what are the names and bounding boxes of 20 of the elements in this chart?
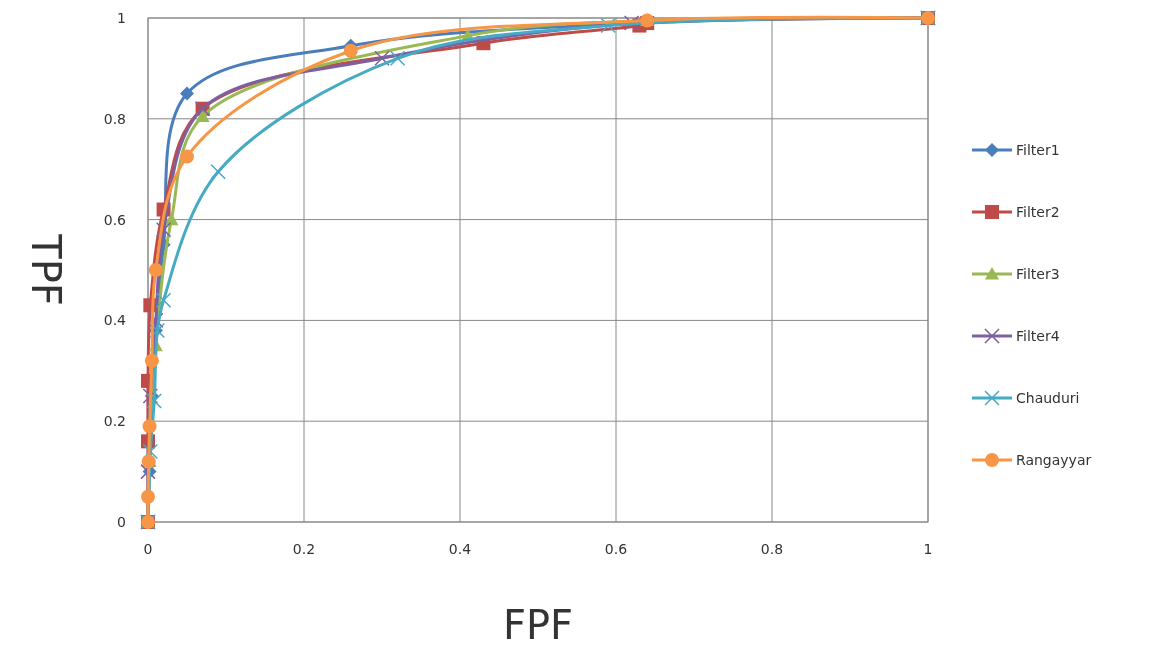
y-tick-label: 0 xyxy=(117,514,126,530)
y-tick-label: 0.8 xyxy=(103,110,126,127)
x-tick-label: 0.6 xyxy=(604,541,628,557)
x-tick-label: 0.4 xyxy=(448,541,472,557)
legend-label: Filter3 xyxy=(1016,266,1060,282)
x-tick-label: 0 xyxy=(143,541,153,557)
y-tick-label: 0.4 xyxy=(103,312,127,329)
legend-label: Rangayyar xyxy=(1016,452,1092,468)
legend-label: Chauduri xyxy=(1016,390,1080,406)
legend-label: Filter4 xyxy=(1016,328,1060,344)
legend-label: Filter1 xyxy=(1016,142,1060,158)
legend-label: Filter2 xyxy=(1016,204,1060,220)
y-axis-title: TPF xyxy=(23,233,69,306)
x-axis-title: FPF xyxy=(502,602,574,648)
y-tick-label: 1 xyxy=(117,10,126,26)
y-tick-label: 0.2 xyxy=(103,413,126,430)
x-tick-label: 1 xyxy=(923,541,933,557)
y-tick-label: 0.6 xyxy=(103,211,127,228)
x-tick-label: 0.8 xyxy=(760,541,784,557)
x-tick-label: 0.2 xyxy=(292,541,316,557)
